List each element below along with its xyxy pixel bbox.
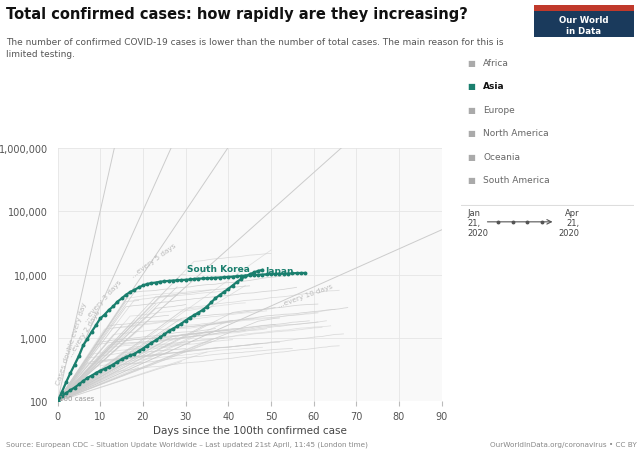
Text: Asia: Asia [483, 82, 505, 91]
Text: Africa: Africa [483, 59, 509, 68]
Text: The number of confirmed COVID-19 cases is lower than the number of total cases. : The number of confirmed COVID-19 cases i… [6, 38, 504, 59]
Text: Apr
21,
2020: Apr 21, 2020 [558, 208, 579, 237]
Text: North America: North America [483, 129, 549, 138]
Text: ...every 10 days: ...every 10 days [277, 283, 334, 308]
Text: 100 cases: 100 cases [60, 395, 95, 401]
Text: Cases double every day: Cases double every day [55, 301, 87, 385]
Text: ■: ■ [467, 59, 475, 68]
Text: ■: ■ [467, 106, 475, 115]
X-axis label: Days since the 100th confirmed case: Days since the 100th confirmed case [153, 425, 346, 435]
Text: Total confirmed cases: how rapidly are they increasing?: Total confirmed cases: how rapidly are t… [6, 7, 468, 22]
Text: in Data: in Data [566, 27, 602, 36]
Text: OurWorldInData.org/coronavirus • CC BY: OurWorldInData.org/coronavirus • CC BY [490, 442, 637, 447]
Text: ■: ■ [467, 82, 475, 91]
Text: Oceania: Oceania [483, 152, 520, 161]
Text: South Korea: South Korea [187, 264, 250, 273]
Text: ...every 3 days: ...every 3 days [83, 279, 123, 322]
Text: South America: South America [483, 176, 550, 185]
Bar [534, 6, 634, 12]
Text: ...every 2 days: ...every 2 days [67, 309, 101, 357]
Text: Japan: Japan [266, 267, 294, 276]
Text: Source: European CDC – Situation Update Worldwide – Last updated 21st April, 11:: Source: European CDC – Situation Update … [6, 441, 368, 447]
Text: Europe: Europe [483, 106, 515, 115]
Text: ■: ■ [467, 129, 475, 138]
Text: ...every 5 days: ...every 5 days [131, 242, 177, 278]
Text: ■: ■ [467, 176, 475, 185]
Text: Our World: Our World [559, 16, 609, 25]
Text: ■: ■ [467, 152, 475, 161]
Text: Jan
21,
2020: Jan 21, 2020 [467, 208, 488, 237]
